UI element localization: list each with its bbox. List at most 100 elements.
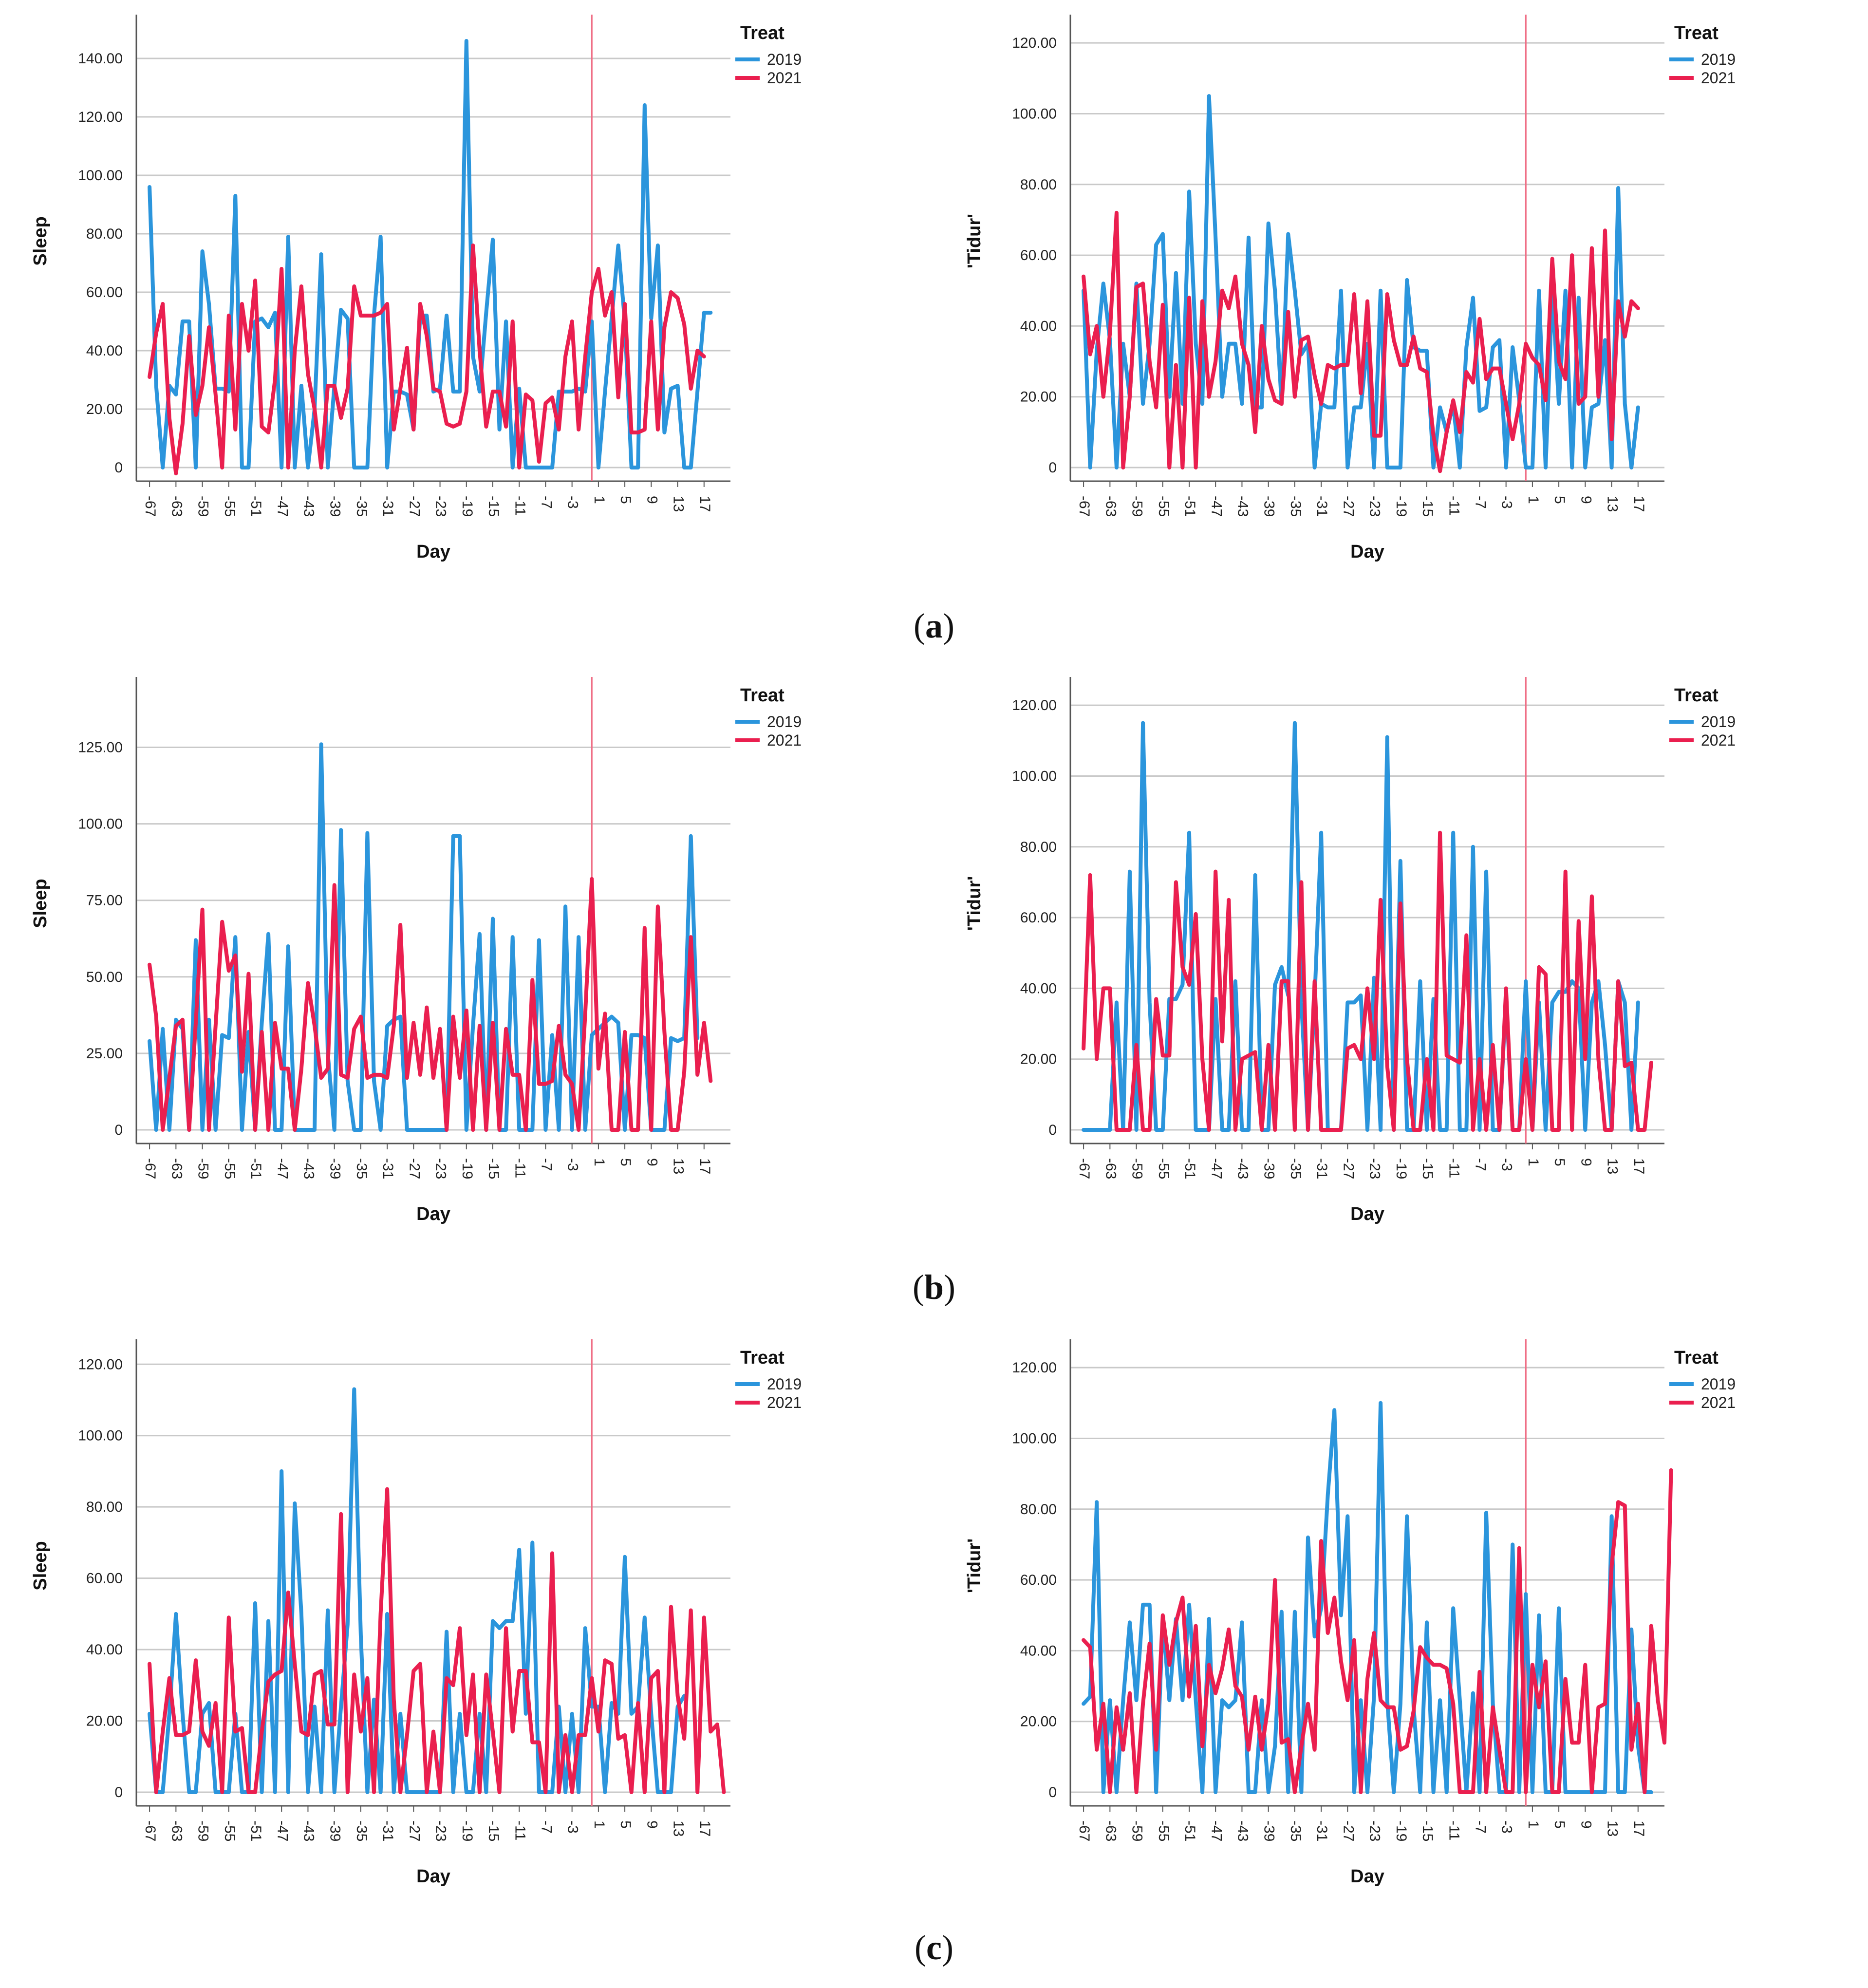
x-tick-label: -31 — [380, 1820, 396, 1841]
x-tick-label: -31 — [380, 1158, 396, 1179]
x-tick-label: -39 — [1261, 1158, 1277, 1179]
x-tick-label: -23 — [433, 1820, 449, 1841]
x-tick-label: 13 — [671, 496, 687, 512]
y-tick-label: 120.00 — [1012, 697, 1057, 713]
x-axis-title: Day — [1350, 542, 1384, 562]
y-tick-label: 0 — [1048, 1122, 1057, 1138]
x-tick-label: -51 — [248, 1820, 264, 1841]
x-tick-label: -27 — [1340, 1158, 1356, 1179]
y-tick-label: 80.00 — [1020, 1501, 1057, 1518]
y-tick-label: 120.00 — [1012, 35, 1057, 51]
y-tick-label: 75.00 — [86, 893, 123, 909]
y-tick-label: 120.00 — [78, 109, 123, 125]
x-tick-label: -63 — [1102, 1158, 1119, 1179]
y-tick-label: 100.00 — [1012, 1430, 1057, 1446]
legend-label-2021: 2021 — [767, 69, 802, 87]
x-tick-label: -19 — [1393, 1820, 1409, 1841]
x-tick-label: -47 — [1208, 496, 1224, 517]
x-tick-label: -31 — [1314, 1820, 1330, 1841]
x-tick-label: -59 — [1129, 1158, 1145, 1179]
x-tick-label: -43 — [301, 496, 317, 517]
x-tick-label: -43 — [1235, 496, 1251, 517]
caption-b: (b) — [912, 1268, 955, 1307]
x-tick-label: -67 — [1076, 496, 1092, 517]
x-tick-label: 5 — [617, 496, 634, 504]
x-tick-label: 13 — [1605, 496, 1621, 512]
y-tick-label: 0 — [114, 1122, 123, 1138]
legend-title: Treat — [740, 23, 785, 43]
chart-panel-a-left: 0 20.00 40.00 60.00 80.00 100.00 120.00 140.00 -… — [0, 0, 934, 594]
x-tick-label: 9 — [644, 1158, 660, 1166]
chart-b-left: 0 25.00 50.00 75.00 100.00 125.00 -67 -63 -59 -55… — [30, 677, 802, 1224]
x-tick-label: -67 — [1076, 1158, 1092, 1179]
x-tick-label: -15 — [486, 1158, 502, 1179]
y-tick-label: 140.00 — [78, 51, 123, 67]
x-tick-label: -3 — [1499, 1158, 1515, 1171]
x-tick-label: 9 — [1578, 496, 1594, 504]
x-tick-label: -47 — [274, 1158, 290, 1179]
y-tick-label: 80.00 — [1020, 177, 1057, 193]
caption-c: (c) — [915, 1928, 953, 1967]
y-tick-label: 60.00 — [86, 284, 123, 300]
y-tick-label: 0 — [114, 460, 123, 476]
legend-label-2019: 2019 — [1701, 1375, 1736, 1393]
x-tick-label: -55 — [1156, 496, 1172, 517]
chart-panel-a-right: 0 20.00 40.00 60.00 80.00 100.00 120.00 -67 -63-… — [934, 0, 1868, 594]
x-tick-label: -19 — [1393, 1158, 1409, 1179]
x-tick-label: 1 — [1525, 1158, 1541, 1166]
x-tick-label: -55 — [1156, 1158, 1172, 1179]
x-tick-label: -63 — [1102, 496, 1119, 517]
legend-label-2019: 2019 — [1701, 713, 1736, 731]
series-line-2021 — [148, 1487, 726, 1794]
x-tick-label: -27 — [406, 496, 422, 517]
y-axis-title: Sleep — [30, 1541, 51, 1590]
x-tick-label: -19 — [459, 496, 475, 517]
x-tick-label: -47 — [274, 496, 290, 517]
x-axis-title: Day — [416, 1866, 450, 1887]
legend-label-2019: 2019 — [1701, 51, 1736, 68]
x-tick-label: -7 — [1473, 496, 1489, 509]
legend-label-2021: 2021 — [1701, 69, 1736, 87]
legend-title: Treat — [1674, 685, 1719, 706]
x-tick-label: -35 — [354, 1158, 370, 1179]
x-tick-label: -39 — [327, 496, 343, 517]
y-tick-label: 40.00 — [1020, 318, 1057, 334]
x-tick-label: -55 — [222, 496, 238, 517]
x-tick-label: -19 — [459, 1158, 475, 1179]
x-tick-label: -47 — [1208, 1820, 1224, 1841]
x-axis-title: Day — [416, 542, 450, 562]
x-tick-label: 5 — [1551, 496, 1568, 504]
y-tick-label: 100.00 — [1012, 768, 1057, 784]
y-axis-title: 'Tidur' — [964, 876, 985, 931]
x-tick-label: -55 — [1156, 1820, 1172, 1841]
y-tick-label: 0 — [1048, 1784, 1057, 1800]
y-axis-title: 'Tidur' — [964, 214, 985, 268]
x-tick-label: -7 — [1473, 1158, 1489, 1171]
legend-label-2019: 2019 — [767, 713, 802, 731]
legend-label-2019: 2019 — [767, 51, 802, 68]
x-tick-label: -59 — [1129, 496, 1145, 517]
x-tick-label: 1 — [591, 496, 607, 504]
x-tick-label: -3 — [1499, 496, 1515, 509]
x-tick-label: -3 — [565, 1158, 581, 1171]
y-tick-label: 60.00 — [1020, 247, 1057, 263]
x-tick-label: -63 — [168, 496, 185, 517]
x-tick-label: -67 — [1076, 1820, 1092, 1841]
x-tick-label: -15 — [1420, 1158, 1436, 1179]
x-tick-label: -3 — [565, 1820, 581, 1834]
x-tick-label: -15 — [486, 1820, 502, 1841]
y-tick-label: 125.00 — [78, 740, 123, 756]
series-line-2019 — [148, 1387, 687, 1794]
y-tick-label: 40.00 — [86, 1642, 123, 1658]
series-line-2019 — [1082, 94, 1640, 469]
y-tick-label: 80.00 — [86, 1499, 123, 1515]
x-tick-label: -23 — [433, 496, 449, 517]
x-tick-label: -67 — [142, 1158, 158, 1179]
x-tick-label: -11 — [1446, 1820, 1462, 1840]
x-tick-label: 1 — [1525, 1820, 1541, 1829]
x-tick-label: -23 — [1367, 496, 1383, 517]
x-tick-label: -43 — [1235, 1820, 1251, 1841]
